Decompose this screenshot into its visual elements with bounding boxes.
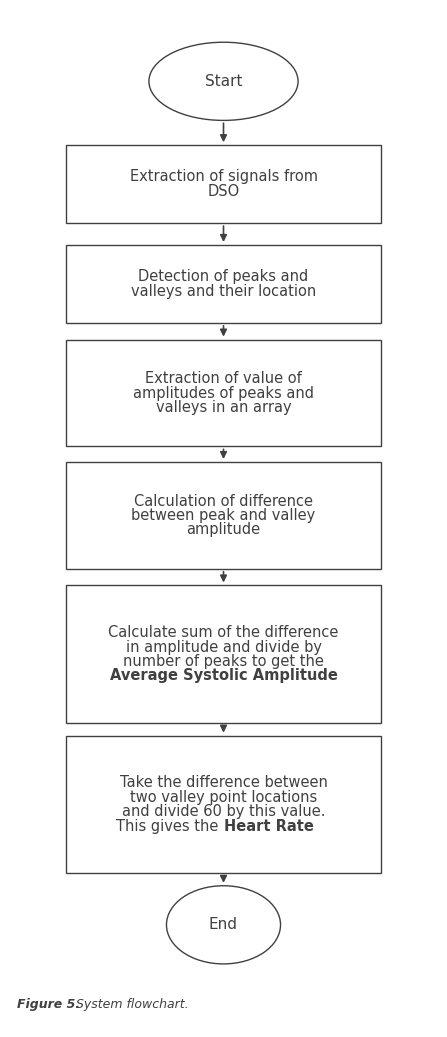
Text: Calculation of difference: Calculation of difference (134, 494, 313, 508)
Text: amplitudes of peaks and: amplitudes of peaks and (133, 386, 314, 400)
Text: End: End (209, 918, 238, 932)
Text: Calculate sum of the difference: Calculate sum of the difference (108, 625, 339, 640)
FancyBboxPatch shape (66, 145, 381, 223)
Text: amplitude: amplitude (186, 523, 261, 537)
Text: valleys in an array: valleys in an array (156, 400, 291, 415)
FancyBboxPatch shape (66, 585, 381, 723)
Text: Extraction of signals from: Extraction of signals from (130, 169, 317, 185)
Text: Heart Rate: Heart Rate (224, 818, 313, 834)
Text: two valley point locations: two valley point locations (130, 790, 317, 805)
Text: System flowchart.: System flowchart. (72, 998, 189, 1010)
Text: Take the difference between: Take the difference between (119, 776, 328, 790)
Ellipse shape (149, 43, 298, 120)
FancyBboxPatch shape (66, 339, 381, 447)
Text: DSO: DSO (207, 184, 240, 199)
FancyBboxPatch shape (66, 461, 381, 569)
Text: Detection of peaks and: Detection of peaks and (139, 270, 308, 284)
Text: Extraction of value of: Extraction of value of (145, 371, 302, 386)
FancyBboxPatch shape (66, 735, 381, 873)
Text: This gives the: This gives the (117, 818, 224, 834)
Text: Start: Start (205, 74, 242, 89)
Ellipse shape (166, 886, 281, 964)
FancyBboxPatch shape (66, 245, 381, 324)
Text: between peak and valley: between peak and valley (131, 508, 316, 523)
Text: Average Systolic Amplitude: Average Systolic Amplitude (110, 669, 337, 683)
Text: number of peaks to get the: number of peaks to get the (123, 654, 324, 669)
Text: in amplitude and divide by: in amplitude and divide by (126, 640, 321, 654)
Text: valleys and their location: valleys and their location (131, 284, 316, 299)
Text: and divide 60 by this value.: and divide 60 by this value. (122, 804, 325, 819)
Text: Figure 5.: Figure 5. (17, 998, 80, 1010)
